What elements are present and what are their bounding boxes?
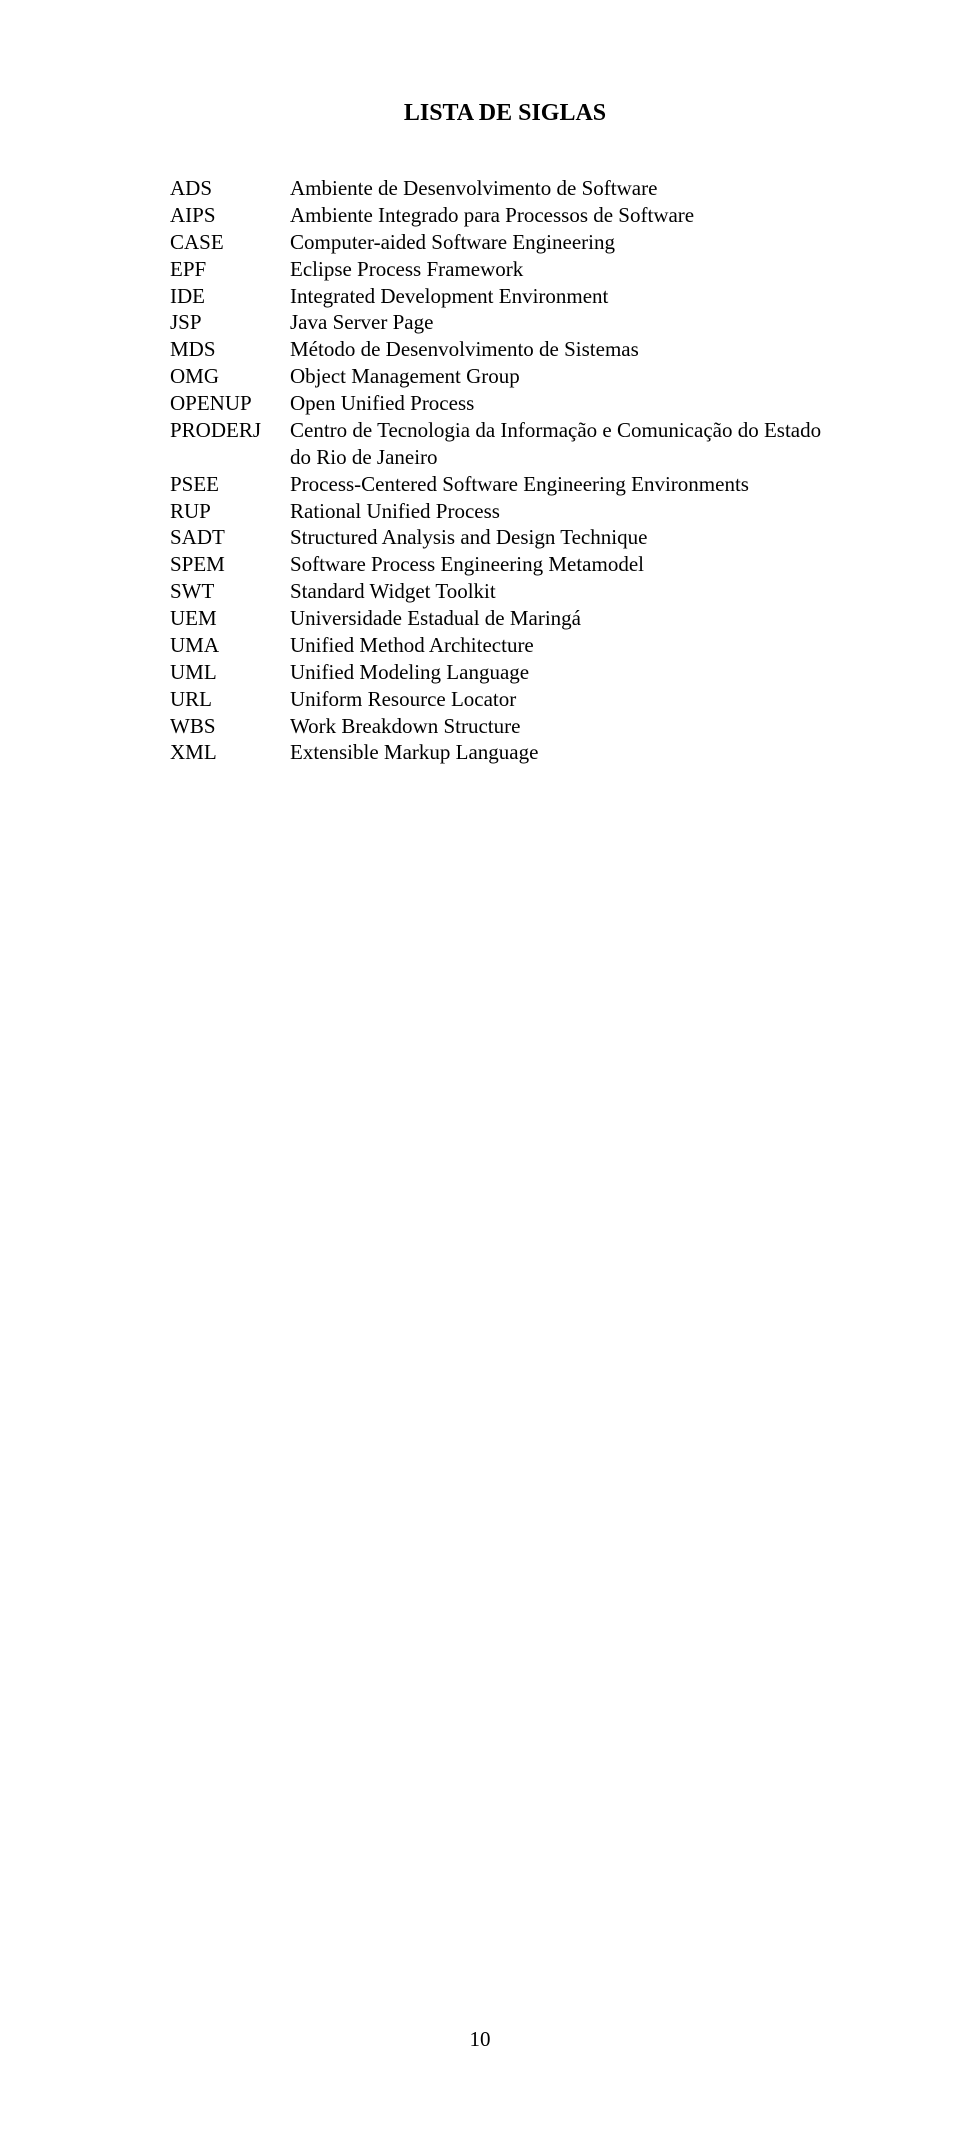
sigla-meaning: Uniform Resource Locator <box>290 686 840 713</box>
sigla-abbrev: IDE <box>170 283 290 310</box>
sigla-meaning: Centro de Tecnologia da Informação e Com… <box>290 417 840 471</box>
sigla-abbrev: AIPS <box>170 202 290 229</box>
sigla-entry: RUPRational Unified Process <box>170 498 840 525</box>
sigla-list: ADSAmbiente de Desenvolvimento de Softwa… <box>170 175 840 766</box>
sigla-entry: SPEMSoftware Process Engineering Metamod… <box>170 551 840 578</box>
sigla-entry: CASEComputer-aided Software Engineering <box>170 229 840 256</box>
sigla-meaning: Open Unified Process <box>290 390 840 417</box>
sigla-abbrev: MDS <box>170 336 290 363</box>
sigla-meaning: Software Process Engineering Metamodel <box>290 551 840 578</box>
sigla-entry: IDEIntegrated Development Environment <box>170 283 840 310</box>
sigla-meaning: Universidade Estadual de Maringá <box>290 605 840 632</box>
sigla-abbrev: PSEE <box>170 471 290 498</box>
sigla-meaning: Standard Widget Toolkit <box>290 578 840 605</box>
sigla-abbrev: EPF <box>170 256 290 283</box>
sigla-abbrev: JSP <box>170 309 290 336</box>
sigla-entry: SWTStandard Widget Toolkit <box>170 578 840 605</box>
sigla-meaning: Work Breakdown Structure <box>290 713 840 740</box>
sigla-abbrev: RUP <box>170 498 290 525</box>
sigla-entry: UMAUnified Method Architecture <box>170 632 840 659</box>
sigla-abbrev: UML <box>170 659 290 686</box>
sigla-entry: AIPSAmbiente Integrado para Processos de… <box>170 202 840 229</box>
sigla-meaning: Process-Centered Software Engineering En… <box>290 471 840 498</box>
sigla-entry: OPENUPOpen Unified Process <box>170 390 840 417</box>
sigla-meaning: Rational Unified Process <box>290 498 840 525</box>
sigla-abbrev: UEM <box>170 605 290 632</box>
sigla-entry: OMGObject Management Group <box>170 363 840 390</box>
sigla-meaning: Unified Modeling Language <box>290 659 840 686</box>
sigla-abbrev: SPEM <box>170 551 290 578</box>
sigla-abbrev: ADS <box>170 175 290 202</box>
sigla-meaning: Ambiente de Desenvolvimento de Software <box>290 175 840 202</box>
sigla-meaning: Integrated Development Environment <box>290 283 840 310</box>
sigla-entry: WBSWork Breakdown Structure <box>170 713 840 740</box>
sigla-entry: URLUniform Resource Locator <box>170 686 840 713</box>
sigla-meaning: Computer-aided Software Engineering <box>290 229 840 256</box>
sigla-abbrev: OMG <box>170 363 290 390</box>
sigla-entry: PRODERJCentro de Tecnologia da Informaçã… <box>170 417 840 471</box>
sigla-entry: XMLExtensible Markup Language <box>170 739 840 766</box>
sigla-abbrev: CASE <box>170 229 290 256</box>
sigla-abbrev: SWT <box>170 578 290 605</box>
sigla-entry: EPFEclipse Process Framework <box>170 256 840 283</box>
page-number: 10 <box>0 2027 960 2052</box>
sigla-entry: PSEEProcess-Centered Software Engineerin… <box>170 471 840 498</box>
sigla-entry: UMLUnified Modeling Language <box>170 659 840 686</box>
sigla-abbrev: WBS <box>170 713 290 740</box>
sigla-meaning: Structured Analysis and Design Technique <box>290 524 840 551</box>
sigla-meaning: Ambiente Integrado para Processos de Sof… <box>290 202 840 229</box>
sigla-entry: MDSMétodo de Desenvolvimento de Sistemas <box>170 336 840 363</box>
sigla-entry: ADSAmbiente de Desenvolvimento de Softwa… <box>170 175 840 202</box>
sigla-abbrev: PRODERJ <box>170 417 290 444</box>
sigla-meaning: Eclipse Process Framework <box>290 256 840 283</box>
sigla-meaning: Unified Method Architecture <box>290 632 840 659</box>
page-title: LISTA DE SIGLAS <box>170 100 840 127</box>
sigla-abbrev: XML <box>170 739 290 766</box>
sigla-abbrev: UMA <box>170 632 290 659</box>
sigla-entry: JSPJava Server Page <box>170 309 840 336</box>
sigla-meaning: Método de Desenvolvimento de Sistemas <box>290 336 840 363</box>
sigla-meaning: Java Server Page <box>290 309 840 336</box>
sigla-meaning: Object Management Group <box>290 363 840 390</box>
sigla-entry: SADTStructured Analysis and Design Techn… <box>170 524 840 551</box>
page: LISTA DE SIGLAS ADSAmbiente de Desenvolv… <box>0 0 960 2152</box>
sigla-entry: UEMUniversidade Estadual de Maringá <box>170 605 840 632</box>
sigla-abbrev: SADT <box>170 524 290 551</box>
sigla-abbrev: URL <box>170 686 290 713</box>
sigla-abbrev: OPENUP <box>170 390 290 417</box>
sigla-meaning: Extensible Markup Language <box>290 739 840 766</box>
